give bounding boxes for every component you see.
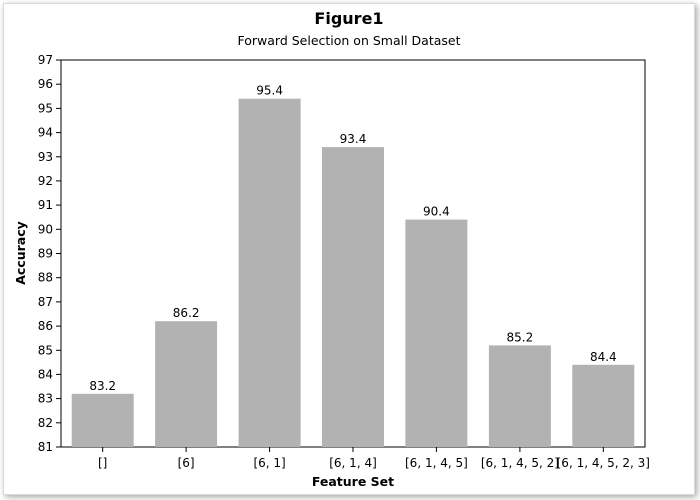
y-axis-label: Accuracy [13, 221, 28, 285]
y-tick-label: 87 [38, 295, 53, 309]
x-tick-label: [6] [178, 456, 195, 470]
y-tick-label: 95 [38, 101, 53, 115]
bar-value-label: 83.2 [89, 379, 116, 393]
y-tick-label: 86 [38, 319, 53, 333]
y-tick-label: 92 [38, 174, 53, 188]
bar-value-label: 90.4 [423, 205, 450, 219]
bar [572, 364, 635, 447]
x-tick-label: [6, 1] [253, 456, 285, 470]
figure-window: Figure1 Forward Selection on Small Datas… [3, 3, 695, 495]
x-tick-label: [6, 1, 4, 5, 2] [481, 456, 559, 470]
x-tick-label: [6, 1, 4, 5] [405, 456, 468, 470]
bar [238, 98, 301, 447]
y-tick-label: 93 [38, 150, 53, 164]
y-tick-label: 84 [38, 367, 53, 381]
y-tick-label: 83 [38, 392, 53, 406]
y-tick-label: 88 [38, 271, 53, 285]
bar-value-label: 93.4 [340, 132, 367, 146]
chart-title: Figure1 [314, 9, 383, 28]
y-tick-label: 90 [38, 222, 53, 236]
y-tick-label: 81 [38, 440, 53, 454]
bar-chart: Figure1 Forward Selection on Small Datas… [13, 9, 650, 489]
bar-value-label: 95.4 [256, 84, 283, 98]
bar-value-label: 85.2 [507, 330, 534, 344]
x-tick-label: [6, 1, 4, 5, 2, 3] [557, 456, 650, 470]
x-axis-label: Feature Set [312, 474, 394, 489]
bars-group: 83.2 86.2 95.4 93.4 90.4 85.2 84.4 [71, 84, 635, 447]
chart-subtitle: Forward Selection on Small Dataset [237, 33, 460, 48]
ticks-group: [] [6] [6, 1] [6, 1, 4] [6, 1, 4, 5] [6, 1, 4… [38, 53, 650, 470]
x-tick-label: [6, 1, 4] [329, 456, 377, 470]
y-tick-label: 94 [38, 126, 53, 140]
y-tick-label: 96 [38, 77, 53, 91]
y-tick-label: 97 [38, 53, 53, 67]
y-tick-label: 82 [38, 416, 53, 430]
y-tick-label: 85 [38, 343, 53, 357]
bar [155, 321, 218, 447]
y-tick-label: 89 [38, 247, 53, 261]
bar [322, 147, 384, 447]
bar [71, 393, 134, 447]
y-tick-label: 91 [38, 198, 53, 212]
bar-value-label: 84.4 [590, 350, 617, 364]
bar [405, 219, 468, 447]
bar [488, 345, 551, 447]
x-tick-label: [] [98, 456, 107, 470]
bar-value-label: 86.2 [173, 306, 200, 320]
